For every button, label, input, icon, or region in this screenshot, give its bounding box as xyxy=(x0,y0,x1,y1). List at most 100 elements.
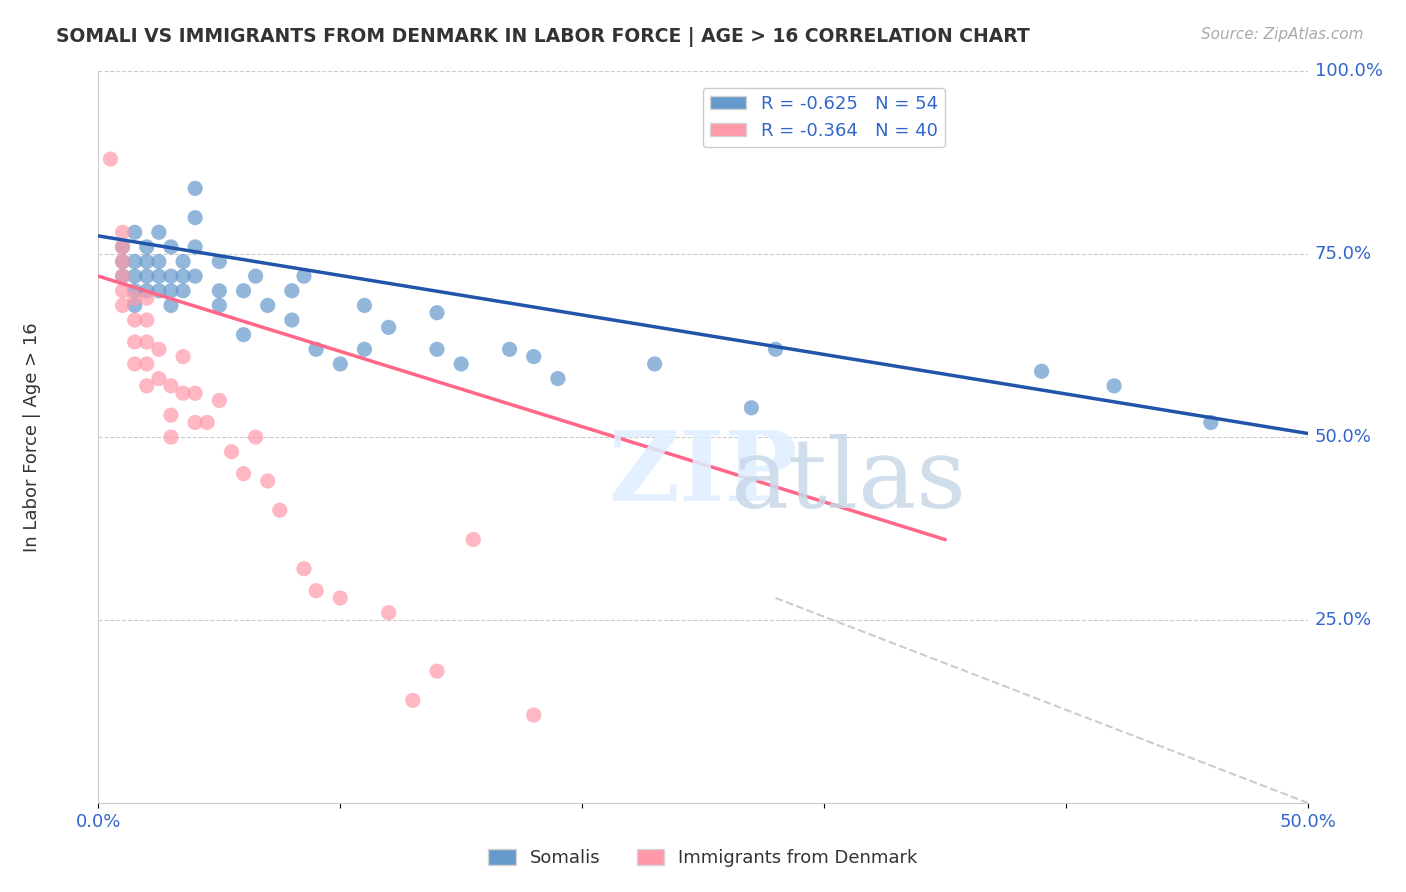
Point xyxy=(172,254,194,268)
Point xyxy=(135,284,157,298)
Point xyxy=(124,225,146,239)
Point xyxy=(208,284,231,298)
Point xyxy=(1102,379,1125,393)
Point xyxy=(232,327,254,342)
Point xyxy=(426,306,449,320)
Point xyxy=(292,562,315,576)
Point xyxy=(184,181,207,195)
Text: 100.0%: 100.0% xyxy=(1315,62,1382,80)
Point xyxy=(111,284,134,298)
Point xyxy=(329,357,352,371)
Point xyxy=(124,291,146,305)
Legend: Somalis, Immigrants from Denmark: Somalis, Immigrants from Denmark xyxy=(481,841,925,874)
Text: Source: ZipAtlas.com: Source: ZipAtlas.com xyxy=(1201,27,1364,42)
Point xyxy=(463,533,485,547)
Text: 25.0%: 25.0% xyxy=(1315,611,1372,629)
Point xyxy=(426,343,449,357)
Point xyxy=(208,393,231,408)
Point xyxy=(281,284,304,298)
Point xyxy=(172,284,194,298)
Point xyxy=(148,269,170,284)
Point xyxy=(135,334,157,349)
Point xyxy=(160,430,183,444)
Point xyxy=(184,240,207,254)
Point xyxy=(232,467,254,481)
Point xyxy=(124,269,146,284)
Point xyxy=(111,240,134,254)
Point xyxy=(148,284,170,298)
Point xyxy=(377,606,399,620)
Point xyxy=(135,269,157,284)
Point xyxy=(111,225,134,239)
Point xyxy=(124,334,146,349)
Point xyxy=(100,152,122,166)
Legend: R = -0.625   N = 54, R = -0.364   N = 40: R = -0.625 N = 54, R = -0.364 N = 40 xyxy=(703,87,945,147)
Point xyxy=(111,254,134,268)
Text: In Labor Force | Age > 16: In Labor Force | Age > 16 xyxy=(22,322,41,552)
Point xyxy=(281,313,304,327)
Point xyxy=(426,664,449,678)
Point xyxy=(269,503,291,517)
Point xyxy=(256,298,278,312)
Point xyxy=(353,343,375,357)
Point xyxy=(124,357,146,371)
Text: 50.0%: 50.0% xyxy=(1315,428,1371,446)
Text: SOMALI VS IMMIGRANTS FROM DENMARK IN LABOR FORCE | AGE > 16 CORRELATION CHART: SOMALI VS IMMIGRANTS FROM DENMARK IN LAB… xyxy=(56,27,1031,46)
Point xyxy=(498,343,520,357)
Point xyxy=(256,474,278,488)
Point xyxy=(377,320,399,334)
Point xyxy=(184,269,207,284)
Point xyxy=(124,313,146,327)
Point xyxy=(172,269,194,284)
Point xyxy=(245,269,267,284)
Point xyxy=(221,444,243,458)
Point xyxy=(305,583,328,598)
Point xyxy=(184,416,207,430)
Point xyxy=(160,284,183,298)
Point xyxy=(172,350,194,364)
Point xyxy=(160,298,183,312)
Point xyxy=(111,269,134,284)
Point xyxy=(232,284,254,298)
Point xyxy=(208,298,231,312)
Point xyxy=(111,254,134,268)
Point xyxy=(111,298,134,312)
Point xyxy=(208,254,231,268)
Point xyxy=(195,416,218,430)
Point xyxy=(547,371,569,385)
Point xyxy=(148,254,170,268)
Text: 75.0%: 75.0% xyxy=(1315,245,1372,263)
Point xyxy=(160,240,183,254)
Point xyxy=(135,313,157,327)
Point xyxy=(765,343,787,357)
Point xyxy=(124,254,146,268)
Point xyxy=(160,408,183,422)
Point xyxy=(172,386,194,401)
Point xyxy=(148,343,170,357)
Point xyxy=(135,254,157,268)
Point xyxy=(184,386,207,401)
Point xyxy=(402,693,425,707)
Point xyxy=(245,430,267,444)
Point xyxy=(135,379,157,393)
Point xyxy=(148,225,170,239)
Point xyxy=(1199,416,1222,430)
Point xyxy=(124,284,146,298)
Point xyxy=(329,591,352,605)
Point xyxy=(111,240,134,254)
Point xyxy=(644,357,666,371)
Point xyxy=(135,240,157,254)
Point xyxy=(160,269,183,284)
Point xyxy=(111,269,134,284)
Point xyxy=(450,357,472,371)
Text: atlas: atlas xyxy=(730,434,966,528)
Point xyxy=(740,401,762,415)
Point xyxy=(523,350,546,364)
Point xyxy=(124,298,146,312)
Point xyxy=(135,291,157,305)
Point xyxy=(184,211,207,225)
Point xyxy=(305,343,328,357)
Point xyxy=(135,357,157,371)
Point xyxy=(523,708,546,723)
Point xyxy=(1031,364,1053,378)
